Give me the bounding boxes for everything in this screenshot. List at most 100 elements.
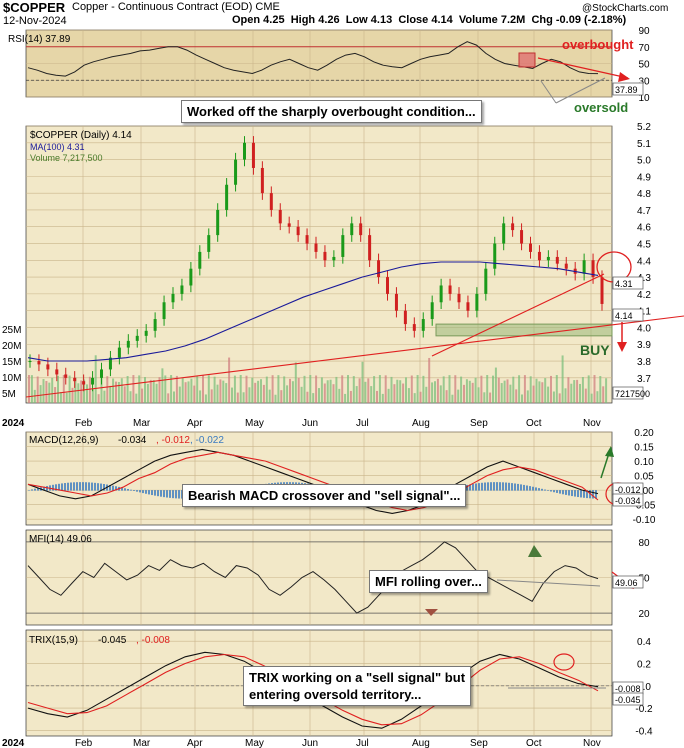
mfi-tick-label: 20 bbox=[638, 609, 650, 620]
candle-body bbox=[332, 256, 336, 261]
trix-tick-label: 0.2 bbox=[637, 659, 651, 670]
macd-histogram-bar bbox=[484, 482, 486, 491]
volume-bar bbox=[480, 375, 483, 403]
volume-bar bbox=[463, 384, 465, 403]
macd-histogram-bar bbox=[178, 490, 180, 499]
rsi-value-tag-box bbox=[612, 82, 644, 96]
volume-tick-label: 20M bbox=[2, 341, 21, 352]
candle-body bbox=[475, 293, 479, 311]
macd-histogram-bar bbox=[58, 483, 60, 491]
volume-bar bbox=[161, 368, 164, 403]
macd-histogram-bar bbox=[514, 483, 516, 491]
volume-bar bbox=[190, 378, 193, 403]
volume-bar bbox=[265, 376, 268, 403]
macd-histogram-bar bbox=[166, 490, 168, 498]
trix-signal-tag-box bbox=[612, 692, 644, 706]
volume-bar bbox=[431, 382, 434, 403]
candle-body bbox=[394, 293, 398, 311]
candle-body bbox=[564, 263, 568, 269]
candle-body bbox=[421, 319, 425, 331]
volume-bar bbox=[213, 376, 216, 403]
trix-note-line-2: entering oversold territory... bbox=[249, 687, 422, 702]
trix-tick-label: 0.4 bbox=[637, 637, 651, 648]
month-label-bottom: 2024 bbox=[2, 738, 25, 748]
volume-bar bbox=[547, 386, 550, 403]
volume-legend: Volume 7,217,500 bbox=[30, 153, 103, 163]
macd-histogram-bar bbox=[577, 490, 579, 498]
macd-tick-label: -0.05 bbox=[633, 501, 656, 512]
trix-legend-name: TRIX(15,9) bbox=[29, 635, 78, 646]
volume-bar bbox=[364, 381, 367, 403]
volume-bar bbox=[106, 376, 109, 403]
price-tick-label: 5.2 bbox=[637, 122, 651, 133]
candle-body bbox=[278, 209, 282, 224]
candle-body bbox=[260, 167, 264, 194]
candle-body bbox=[314, 243, 318, 252]
macd-histogram-bar bbox=[532, 486, 534, 491]
volume-bar bbox=[355, 386, 358, 403]
oversold-label: oversold bbox=[574, 100, 629, 115]
month-label: Aug bbox=[412, 418, 430, 429]
macd-histogram-bar bbox=[85, 482, 87, 491]
volume-bar bbox=[503, 380, 506, 403]
macd-histogram-bar bbox=[520, 484, 522, 491]
volume-bar bbox=[231, 387, 233, 403]
volume-bar bbox=[347, 375, 349, 403]
volume-bar bbox=[123, 386, 126, 403]
volume-bar bbox=[370, 386, 373, 403]
candle-body bbox=[466, 302, 470, 311]
volume-bar bbox=[155, 383, 158, 403]
candle-body bbox=[117, 347, 121, 358]
macd-signal-line bbox=[27, 451, 599, 512]
macd-histogram-bar bbox=[517, 483, 519, 491]
candle-body bbox=[386, 277, 389, 294]
macd-histogram-bar bbox=[562, 490, 564, 495]
volume-bar bbox=[486, 375, 489, 403]
volume-bar bbox=[436, 378, 439, 403]
volume-bar bbox=[538, 381, 541, 403]
macd-signal-tag-box bbox=[612, 493, 644, 507]
volume-bar bbox=[552, 391, 555, 403]
candle-body bbox=[198, 251, 202, 269]
volume-bar bbox=[332, 384, 335, 403]
macd-histogram-bar bbox=[493, 482, 495, 491]
macd-histogram-bar bbox=[115, 486, 117, 491]
macd-histogram-bar bbox=[151, 490, 153, 496]
volume-bar bbox=[300, 386, 303, 403]
candle-body bbox=[73, 377, 77, 382]
volume-bar bbox=[74, 377, 77, 403]
volume-bar bbox=[529, 376, 532, 403]
volume-bar bbox=[526, 390, 529, 403]
volume-bar bbox=[115, 381, 117, 403]
rsi-arrow-head bbox=[618, 72, 630, 82]
volume-bar bbox=[399, 380, 402, 403]
candle-body bbox=[207, 235, 211, 252]
volume-bar bbox=[576, 379, 579, 403]
volume-bar bbox=[236, 392, 239, 403]
month-label: Jun bbox=[302, 418, 318, 429]
volume-bar bbox=[193, 385, 196, 403]
mfi-note-pointer bbox=[496, 579, 601, 587]
volume-value-tag: 7217500 bbox=[615, 389, 650, 399]
price-value-tag: 4.14 bbox=[615, 311, 633, 321]
volume-bar bbox=[361, 361, 364, 403]
volume-bar bbox=[396, 379, 399, 403]
month-label: Apr bbox=[187, 418, 203, 429]
volume-bar bbox=[167, 393, 170, 403]
volume-bar bbox=[83, 379, 86, 403]
macd-legend-value: , -0.022 bbox=[190, 435, 224, 446]
month-label-bottom: Jul bbox=[356, 738, 369, 748]
volume-bar bbox=[605, 378, 608, 403]
macd-histogram-bar bbox=[79, 482, 81, 491]
volume-bar bbox=[451, 394, 454, 403]
volume-bar bbox=[506, 379, 509, 403]
volume-bar bbox=[277, 375, 280, 403]
candle-body bbox=[493, 243, 497, 269]
volume-bar bbox=[570, 383, 573, 403]
volume-bar bbox=[344, 393, 347, 403]
volume-bar bbox=[492, 375, 494, 403]
volume-bar bbox=[283, 376, 286, 403]
candle-body bbox=[216, 209, 220, 236]
